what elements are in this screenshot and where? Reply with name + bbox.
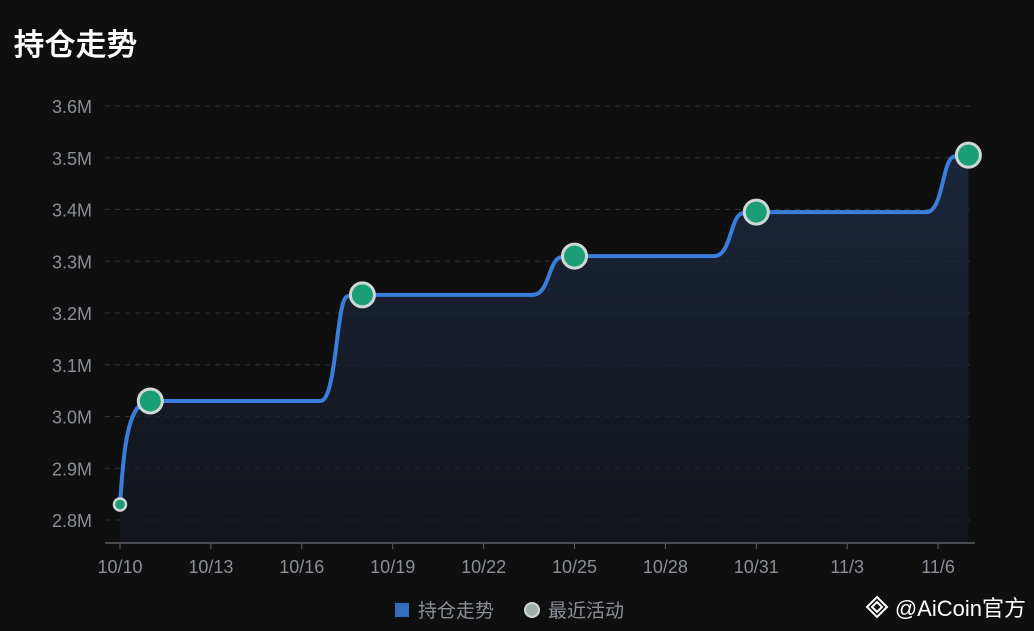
x-tick-label: 10/28 [643, 557, 688, 577]
legend-series-label[interactable]: 持仓走势 [418, 600, 494, 622]
activity-point [112, 497, 128, 512]
y-tick-label: 3.0M [52, 408, 92, 428]
x-tick-label: 10/19 [370, 557, 415, 577]
x-tick-label: 10/13 [188, 557, 233, 577]
series-area [120, 155, 969, 542]
area-fill [120, 155, 969, 542]
x-tick-label: 10/16 [279, 557, 324, 577]
activity-point [136, 387, 164, 415]
activity-point [348, 281, 376, 309]
y-tick-label: 2.8M [52, 511, 92, 531]
activity-point [561, 242, 588, 270]
watermark: @AiCoin官方 [865, 591, 1026, 623]
x-tick-label: 10/25 [552, 557, 597, 577]
x-tick-label: 11/6 [921, 557, 955, 577]
y-tick-label: 3.4M [52, 201, 92, 221]
y-tick-label: 3.1M [52, 356, 92, 376]
y-tick-label: 3.6M [52, 97, 92, 117]
y-tick-label: 3.3M [52, 252, 92, 272]
x-tick-label: 10/22 [461, 557, 506, 577]
y-tick-label: 2.9M [52, 459, 92, 479]
watermark-text: @AiCoin官方 [894, 596, 1026, 621]
aicoin-logo-icon [865, 595, 889, 619]
legend: 持仓走势 最近活动 [395, 600, 624, 622]
chart-title: 持仓走势 [14, 28, 138, 63]
x-tick-label: 11/3 [830, 557, 864, 577]
x-tick-label: 10/10 [97, 557, 142, 577]
y-tick-label: 3.2M [52, 304, 92, 324]
x-tick-label: 10/31 [734, 557, 779, 577]
activity-point [742, 198, 770, 226]
legend-series-swatch[interactable] [395, 603, 409, 617]
series-line [118, 153, 971, 507]
x-axis: 10/10 10/13 10/16 10/19 10/22 10/25 10/28 10/31… [97, 542, 975, 577]
series-line-path [118, 153, 971, 507]
y-tick-label: 3.5M [52, 149, 92, 169]
legend-points-swatch[interactable] [524, 602, 540, 618]
y-axis: 2.8M 2.9M 3.0M 3.1M 3.2M 3.3M 3.4M 3.5M 3.6M [52, 97, 92, 531]
activity-point [954, 141, 982, 169]
legend-points-label[interactable]: 最近活动 [548, 600, 624, 622]
activity-points [112, 141, 982, 512]
